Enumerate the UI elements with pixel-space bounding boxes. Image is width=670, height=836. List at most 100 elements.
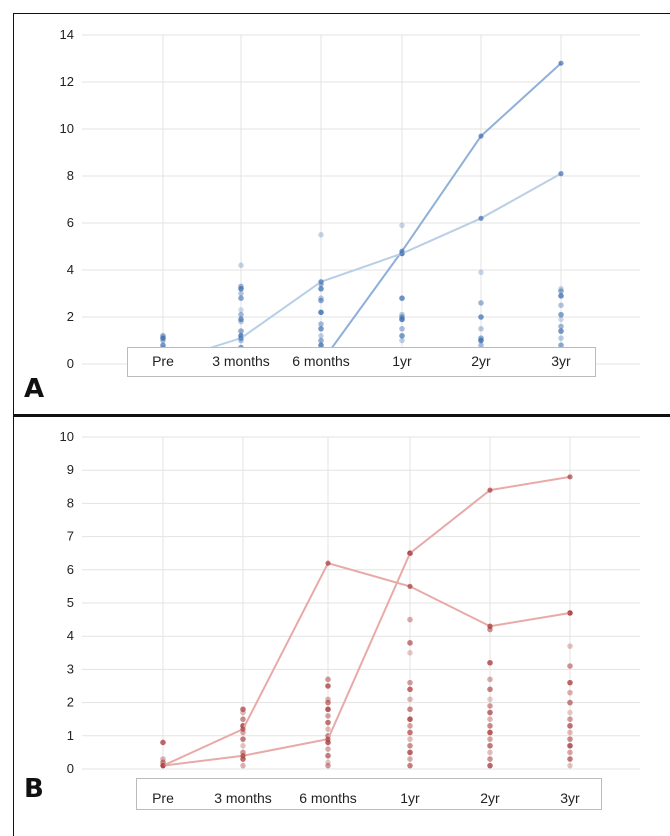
panel-b-scatter-point bbox=[487, 749, 493, 756]
panel-a-scatter-point bbox=[558, 328, 564, 334]
panel-a-scatter-point bbox=[399, 333, 405, 339]
panel-b-scatter-point bbox=[567, 663, 573, 669]
panel-b-scatter-point bbox=[325, 676, 331, 683]
panel-b-scatter-point bbox=[567, 742, 573, 749]
panel-b-series-line-2 bbox=[162, 561, 571, 767]
panel-a-scatter-point bbox=[318, 309, 324, 316]
panel-b-scatter-point bbox=[487, 756, 493, 762]
panel-b-series-line-1 bbox=[162, 475, 571, 767]
panel-b-scatter-point bbox=[487, 659, 493, 666]
panel-a-category-box bbox=[127, 347, 596, 377]
panel-a-scatter-point bbox=[160, 333, 166, 339]
panel-a-series-2-marker bbox=[478, 215, 484, 221]
panel-a-scatter-point bbox=[318, 297, 324, 304]
panel-a-scatter-point bbox=[558, 316, 564, 323]
panel-b-y-tick-label: 7 bbox=[67, 529, 74, 544]
panel-b-scatter-point bbox=[325, 683, 331, 689]
panel-a-scatter-point bbox=[238, 290, 244, 297]
panel-a-x-tick-label: 1yr bbox=[392, 353, 412, 369]
panel-b-series-1-marker bbox=[240, 753, 246, 759]
panel-b-label: B bbox=[24, 774, 44, 804]
panel-b-y-tick-label: 2 bbox=[67, 695, 74, 710]
panel-b-y-tick-label: 3 bbox=[67, 661, 74, 676]
panel-b-scatter-point bbox=[407, 756, 413, 762]
panel-b-scatter-point bbox=[407, 616, 413, 623]
panel-a-series-2-marker bbox=[558, 171, 564, 177]
panel-a-scatter-point bbox=[478, 335, 484, 341]
panel-a-x-tick-label: Pre bbox=[152, 353, 174, 369]
panel-b-y-tick-label: 0 bbox=[67, 761, 74, 776]
panel-a-scatter-point bbox=[238, 311, 244, 318]
panel-b-scatter-point bbox=[487, 742, 493, 749]
panel-b-scatter-point bbox=[407, 762, 413, 769]
panel-b-scatter-point bbox=[487, 703, 493, 709]
panel-b-series-2-marker bbox=[325, 560, 331, 566]
panel-a-x-tick-label: 6 months bbox=[292, 353, 350, 369]
panel-a-y-tick-label: 12 bbox=[60, 74, 74, 89]
panel-a-x-tick-label: 3 months bbox=[212, 353, 270, 369]
panel-b-scatter-point bbox=[325, 762, 331, 769]
panel-b-y-tick-label: 9 bbox=[67, 462, 74, 477]
panel-a: 0 2 4 6 8 10 12 14 Pre 3 months 6 months 1yr 2yr 3yr… bbox=[0, 0, 670, 415]
panel-a-scatter-point bbox=[558, 323, 564, 330]
panel-b-scatter-point bbox=[407, 729, 413, 736]
panel-a-scatter-point bbox=[160, 342, 166, 349]
panel-a-scatter-point bbox=[399, 222, 405, 229]
panel-b-scatter-point bbox=[325, 746, 331, 752]
panel-b-scatter-point bbox=[407, 650, 413, 656]
panel-b-scatter-point bbox=[407, 686, 413, 693]
panel-a-scatter-point bbox=[318, 295, 324, 302]
panel-b-y-tick-label: 5 bbox=[67, 595, 74, 610]
panel-b-x-tick-label: 2yr bbox=[480, 790, 500, 806]
panel-a-scatter-point bbox=[558, 311, 564, 318]
panel-b-series-2-marker bbox=[487, 623, 493, 629]
panel-b-series-2-marker bbox=[160, 763, 166, 769]
panel-b-scatter-point bbox=[487, 686, 493, 693]
panel-b-x-tick-label: 3 months bbox=[214, 790, 272, 806]
panel-a-scatter-point bbox=[558, 286, 564, 292]
panel-b-scatter-point bbox=[567, 679, 573, 686]
panel-b-frame bbox=[13, 414, 670, 836]
panel-b-scatter-point bbox=[325, 699, 331, 706]
panel-b-series-1-marker bbox=[325, 736, 331, 742]
panel-b-scatter-point bbox=[240, 716, 246, 722]
panel-b-x-tick-label: 1yr bbox=[400, 790, 420, 806]
panel-b-series-2-marker bbox=[567, 610, 573, 616]
panel-b: 0 1 2 3 4 5 6 7 8 9 10 Pre 3 months 6 months 1yr 2yr 3y… bbox=[0, 414, 670, 836]
panel-a-scatter-point bbox=[399, 314, 405, 320]
panel-a-scatter-point bbox=[558, 302, 564, 309]
panel-b-scatter-point bbox=[325, 706, 331, 713]
panel-a-scatter-point bbox=[318, 325, 324, 332]
panel-b-scatter-point bbox=[407, 679, 413, 686]
panel-a-scatter-point bbox=[318, 337, 324, 344]
panel-b-scatter-point bbox=[407, 696, 413, 703]
panel-b-scatter-point bbox=[325, 726, 331, 732]
panel-b-scatter-point bbox=[567, 723, 573, 729]
panel-b-scatter-point bbox=[487, 709, 493, 716]
panel-a-scatter-point bbox=[558, 288, 564, 294]
panel-a-scatter-point bbox=[318, 321, 324, 327]
panel-a-scatter-point bbox=[399, 325, 405, 332]
panel-b-category-box bbox=[136, 778, 602, 810]
panel-b-scatter-point bbox=[487, 716, 493, 722]
panel-a-series-2-marker bbox=[238, 335, 244, 341]
panel-b-scatter-point bbox=[407, 640, 413, 646]
panel-b-scatter-point bbox=[325, 759, 331, 766]
panel-a-scatter-point bbox=[318, 286, 324, 292]
panel-b-series-1-marker bbox=[487, 487, 493, 493]
panel-a-scatter-point bbox=[558, 335, 564, 341]
panel-a-scatter-point bbox=[558, 293, 564, 299]
panel-a-series-2-marker bbox=[318, 279, 324, 285]
panel-b-scatter-point bbox=[567, 762, 573, 769]
panel-b-scatter-point bbox=[567, 749, 573, 756]
panel-b-scatter-point bbox=[567, 689, 573, 696]
chart-b: 0 1 2 3 4 5 6 7 8 9 10 bbox=[60, 429, 640, 776]
panel-b-scatter-point bbox=[407, 706, 413, 713]
panel-a-scatter-point bbox=[238, 283, 244, 290]
panel-a-scatter-point bbox=[478, 342, 484, 349]
panel-a-y-tick-label: 8 bbox=[67, 168, 74, 183]
panel-b-scatter-point bbox=[325, 696, 331, 703]
panel-a-scatter-point bbox=[238, 307, 244, 313]
panel-b-scatter-point bbox=[325, 713, 331, 719]
